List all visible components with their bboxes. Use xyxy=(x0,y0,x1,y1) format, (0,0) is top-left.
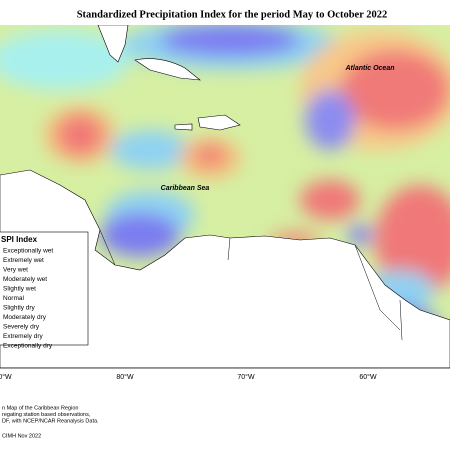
legend-entry: Exceptionally dry xyxy=(3,343,53,350)
legend-entry: Extremely wet xyxy=(3,257,44,264)
legend-entry: Very wet xyxy=(3,267,28,274)
footnote: CIMH Nov 2022 xyxy=(2,433,41,439)
spi-field xyxy=(0,25,450,368)
legend: SPI Index Exceptionally wet Extremely wet… xyxy=(0,231,89,350)
ocean-label: Atlantic Ocean xyxy=(344,65,394,72)
longitude-label: 80°W xyxy=(116,373,134,381)
footnote: regating station based observations, xyxy=(2,412,91,418)
legend-entry: Extremely dry xyxy=(3,333,43,340)
longitude-label: 70°W xyxy=(237,373,255,381)
legend-entry: Slightly dry xyxy=(3,305,36,312)
footnote: DF, with NCEP/NCAR Reanalysis Data. xyxy=(2,418,99,424)
sea-label: Caribbean Sea xyxy=(161,185,210,192)
legend-entry: Exceptionally wet xyxy=(3,248,53,255)
longitude-label: 60°W xyxy=(359,373,377,381)
footnote: n Map of the Caribbean Region xyxy=(2,405,78,411)
map-title: Standardized Precipitation Index for the… xyxy=(77,9,388,20)
legend-title: SPI Index xyxy=(1,235,38,244)
legend-entry: Normal xyxy=(3,295,25,302)
legend-entry: Slightly wet xyxy=(3,286,36,293)
land xyxy=(0,25,450,368)
legend-entry: Moderately dry xyxy=(3,314,47,321)
legend-entry: Moderately wet xyxy=(3,276,47,283)
longitude-label: 0°W xyxy=(0,373,12,381)
legend-entry: Severely dry xyxy=(3,324,40,331)
